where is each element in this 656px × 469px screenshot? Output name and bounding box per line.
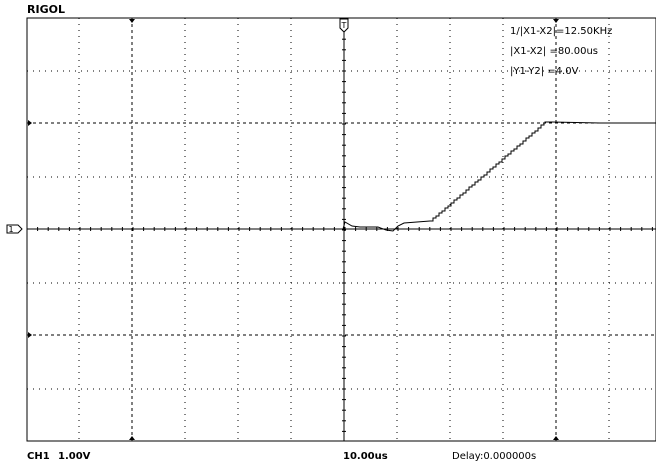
time-per-div: 10.00us [343, 451, 388, 462]
cursor-x2-bottom-marker [553, 436, 559, 440]
waveform-trace [27, 121, 656, 232]
cursor-x1-top-marker [129, 19, 135, 23]
trigger-position-icon: T [339, 18, 349, 33]
axis-ticks [26, 17, 653, 432]
channel-1-marker-icon: 1 [6, 224, 23, 234]
cursor-y2-left-marker [28, 332, 32, 338]
cursor-y1-left-marker [28, 120, 32, 126]
cursor-x1-bottom-marker [129, 436, 135, 440]
cursor-markers [28, 19, 559, 440]
delay-readout: Delay:0.000000s [452, 451, 537, 462]
brand-logo: RIGOL [27, 3, 65, 16]
svg-text:T: T [341, 21, 347, 30]
svg-text:1: 1 [8, 225, 13, 234]
delta-x-readout: |X1-X2| =80.00us [510, 46, 599, 57]
freq-readout: 1/|X1-X2|=12.50KHz [510, 26, 613, 37]
volts-per-div: 1.00V [58, 451, 91, 462]
cursor-x2-top-marker [553, 19, 559, 23]
channel-label: CH1 [27, 451, 50, 462]
delta-y-readout: |Y1-Y2| =4.0V [510, 66, 579, 77]
